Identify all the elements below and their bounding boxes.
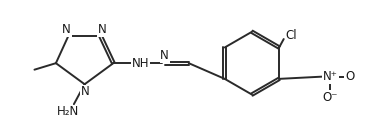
Text: O: O [345, 70, 354, 83]
Text: N: N [81, 85, 90, 98]
Text: N: N [98, 23, 107, 36]
Text: N⁺: N⁺ [323, 70, 338, 83]
Text: H₂N: H₂N [57, 105, 79, 118]
Text: N: N [160, 49, 169, 62]
Text: NH: NH [132, 57, 150, 70]
Text: O⁻: O⁻ [322, 91, 338, 104]
Text: Cl: Cl [286, 29, 297, 42]
Text: N: N [62, 23, 71, 36]
